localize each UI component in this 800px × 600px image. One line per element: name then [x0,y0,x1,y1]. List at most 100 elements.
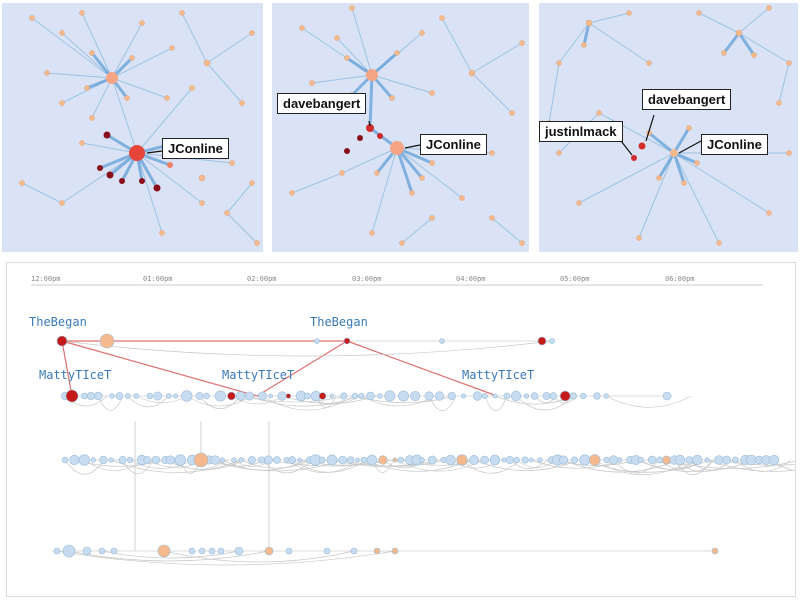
timeline-node [530,392,539,400]
timeline-node [109,393,115,399]
timeline-arc [241,459,311,469]
timeline-node [210,455,220,465]
timeline-node [445,454,456,466]
timeline-node [151,455,161,465]
node-label-davebangert: davebangert [642,89,732,110]
timeline-node [268,393,273,399]
timeline-arc [268,459,393,467]
timeline-user-label: TheBegan [29,315,87,329]
timeline-node [721,455,731,465]
timeline-arc [428,395,457,412]
timeline-node [234,546,244,556]
timeline-node [227,391,236,401]
timeline-node [481,392,488,400]
timeline-node [447,391,456,401]
tick-label: 01:00pm [143,275,173,283]
timeline-node [745,454,757,466]
timeline-node [198,547,206,555]
timeline-arc [594,459,692,475]
timeline-node [355,457,360,463]
timeline-node [108,457,114,463]
timeline-node [56,335,68,347]
timeline-node [571,456,579,464]
timeline-node [304,392,311,400]
timeline-node [434,391,445,401]
timeline-node [603,456,610,464]
timeline-node [53,547,61,555]
timeline-node [81,392,88,400]
timeline-node [549,392,558,400]
timeline-node [115,392,124,400]
timeline-panel: 12:00pm 01:00pm 02:00pm 03:00pm 04:00pm … [6,262,796,597]
timeline-node [219,457,225,463]
timeline-node [86,391,95,401]
timeline-node [82,546,92,556]
timeline-node [366,454,378,466]
timeline-node [285,547,293,555]
timeline-arc [122,459,154,475]
timeline-node [318,392,327,400]
timeline-node [685,456,694,464]
network-panel-3: davebangert justinlmack JConline [539,3,798,252]
timeline-node [537,457,543,463]
timeline-node [273,456,281,464]
timeline-node [461,393,467,399]
timeline-node [397,456,404,464]
timeline-node [580,392,587,400]
node-label-jconline: JConline [162,138,229,159]
timeline-arc [509,459,548,469]
timeline-node [99,333,115,349]
timeline-node [195,392,204,400]
timeline-node [510,390,522,402]
timeline-node [297,457,302,463]
timeline-node [468,455,479,465]
timeline-node [637,456,644,464]
timeline-node [238,457,244,463]
timeline-node [285,393,292,399]
timeline-node [146,392,153,400]
timeline-node [439,338,445,344]
timeline-node [768,454,780,466]
timeline-node [326,454,338,466]
timeline-arc [163,550,355,563]
timeline-node [608,455,619,465]
timeline-node [398,390,409,402]
timeline-arc [68,550,270,562]
timeline-node [711,547,719,555]
timeline-node [263,455,273,465]
tick-label: 04:00pm [456,275,486,283]
timeline-node [126,456,134,464]
timeline-node [338,455,347,465]
timeline-node [419,457,425,463]
timeline-node [377,393,383,399]
timeline-user-label: MattyTIceT [462,368,535,382]
timeline-node [99,455,108,465]
timeline-node [277,391,287,401]
network-graph-2 [289,5,525,246]
timeline-arc [56,550,396,566]
timeline-arc [515,395,574,411]
timeline-node [513,456,520,464]
timeline-node [528,457,534,463]
timeline-node [472,391,483,401]
timeline-arc [354,395,455,404]
timeline-node [489,454,501,466]
timeline-node [492,393,498,399]
timeline-node [523,393,530,399]
timeline-node [231,457,237,463]
network-graph-3 [546,5,792,246]
timeline-node [647,455,657,465]
timeline-node [662,455,671,465]
timeline-node [542,392,551,400]
timeline-arc [563,459,679,473]
timeline-node [153,391,163,401]
timeline-node [674,454,686,466]
timeline-node [424,391,434,401]
node-label-justinlmack: justinlmack [539,121,623,142]
timeline-node [118,456,127,464]
timeline-node [188,547,196,555]
timeline-arc [606,395,692,408]
node-label-davebangert: davebangert [277,93,367,114]
timeline-node [288,456,296,464]
timeline-node [203,392,210,400]
